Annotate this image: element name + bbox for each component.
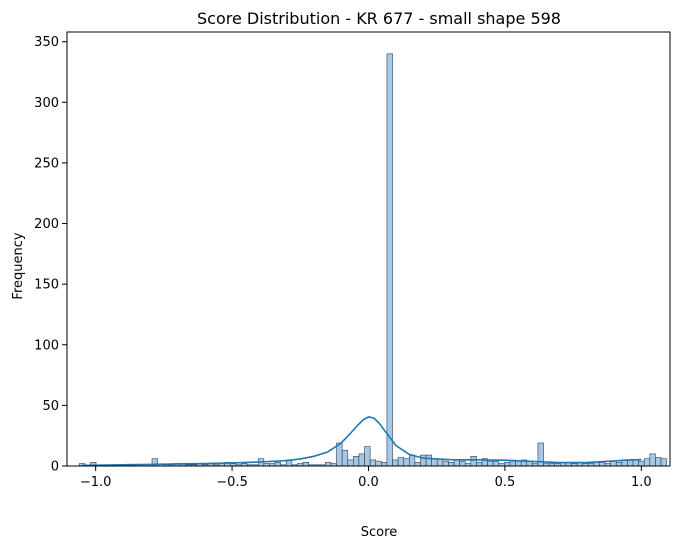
histogram-bar: [386, 53, 393, 467]
y-tick-label: 50: [42, 399, 59, 414]
histogram-bar: [448, 462, 455, 467]
histogram-bar: [487, 460, 494, 467]
histogram-bar: [341, 449, 349, 467]
y-tick-label: 0: [51, 460, 59, 475]
histogram-bar: [476, 462, 483, 467]
histogram-bar: [403, 458, 410, 467]
bars-layer: [78, 53, 667, 467]
histogram-bar: [302, 462, 309, 467]
histogram-bar: [392, 459, 399, 467]
histogram-bar: [649, 453, 656, 467]
histogram-bar: [347, 459, 354, 467]
histogram-bar: [627, 459, 634, 467]
histogram-bar: [453, 459, 460, 467]
y-axis-label: Frequency: [11, 232, 26, 299]
histogram-bar: [369, 459, 377, 467]
histogram-bar: [470, 455, 477, 467]
histogram-bar: [420, 454, 427, 467]
histogram-bar: [408, 454, 416, 467]
histogram-bar: [660, 458, 667, 467]
histogram-bar: [643, 458, 651, 467]
y-tick-label: 350: [34, 35, 59, 50]
histogram-bar: [615, 462, 623, 467]
chart-title: Score Distribution - KR 677 - small shap…: [197, 9, 561, 28]
plot-frame: [66, 31, 671, 467]
histogram-bar: [381, 462, 388, 467]
histogram-bar: [414, 462, 421, 467]
x-tick-label: 0.5: [495, 475, 516, 490]
histogram-bar: [610, 460, 617, 467]
histogram-bar: [655, 457, 662, 467]
histogram-bar: [431, 458, 438, 467]
histogram-bar: [638, 460, 645, 467]
histogram-bar: [325, 462, 332, 467]
x-tick-label: 1.0: [631, 475, 652, 490]
y-tick-label: 150: [34, 278, 59, 293]
y-tick-label: 250: [34, 156, 59, 171]
kde-line: [81, 416, 642, 467]
histogram-bar: [492, 460, 500, 467]
histogram-bar: [504, 462, 511, 467]
histogram-bar: [364, 446, 371, 467]
x-axis-label: Score: [361, 525, 397, 540]
histogram-bar: [274, 462, 281, 467]
histogram-bar: [353, 455, 360, 467]
histogram-bar: [515, 460, 522, 467]
y-tick-label: 200: [34, 217, 59, 232]
histogram-bar: [632, 459, 639, 467]
histogram-bar: [599, 462, 606, 467]
y-tick-label: 300: [34, 96, 59, 111]
x-tick-label: −0.5: [216, 475, 248, 490]
x-tick-label: 0.0: [358, 475, 379, 490]
histogram-bar: [358, 453, 365, 467]
histogram-bar: [375, 460, 382, 467]
x-axis-ticks: −1.0 −0.5 0.0 0.5 1.0: [80, 466, 652, 490]
histogram-bar: [425, 454, 432, 467]
histogram-bar: [397, 457, 404, 467]
x-tick-label: −1.0: [80, 475, 112, 490]
histogram-bar: [459, 460, 466, 467]
y-axis-ticks: 0 50 100 150 200 250 300 350: [34, 35, 67, 475]
histogram-bar: [442, 460, 449, 467]
histogram-bar: [509, 460, 516, 467]
y-tick-label: 100: [34, 338, 59, 353]
